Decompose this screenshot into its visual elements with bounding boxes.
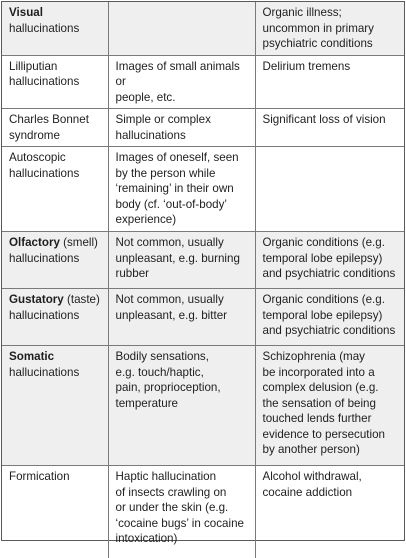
table-row-formication: Formication Haptic hallucination of inse… xyxy=(2,465,404,558)
term-bold: Olfactory xyxy=(9,236,60,249)
term-bold: Gustatory xyxy=(9,293,64,306)
description-cell: Haptic hallucination of insects crawling… xyxy=(108,465,256,558)
table-row-lilliputian: Lilliputian hallucinations Images of sma… xyxy=(2,55,404,109)
association-cell: Delirium tremens xyxy=(255,55,404,109)
association-cell: Significant loss of vision xyxy=(255,108,404,147)
term-text: hallucinations xyxy=(9,21,80,35)
table-row-autoscopic: Autoscopic hallucinations Images of ones… xyxy=(2,146,404,232)
term-cell: Olfactory (smell) hallucinations xyxy=(2,231,109,289)
description-cell: Bodily sensations, e.g. touch/haptic, pa… xyxy=(108,345,256,466)
association-cell xyxy=(255,146,404,232)
term-text: Charles Bonnet syndrome xyxy=(9,113,89,142)
term-text: (smell) hallucinations xyxy=(9,236,98,265)
description-cell: Simple or complex hallucinations xyxy=(108,108,256,147)
table-row-somatic: Somatic hallucinations Bodily sensations… xyxy=(2,345,404,466)
term-cell: Somatic hallucinations xyxy=(2,345,109,466)
term-text: Lilliputian hallucinations xyxy=(9,59,80,89)
table-row-visual: Visual hallucinations Organic illness; un… xyxy=(2,2,404,56)
association-cell: Organic illness; uncommon in primary psy… xyxy=(255,2,404,56)
term-text: Autoscopic hallucinations xyxy=(9,151,80,180)
table-row-gustatory: Gustatory (taste) hallucinations Not com… xyxy=(2,288,404,346)
term-text: (taste) hallucinations xyxy=(9,293,100,322)
description-cell: Images of small animals or people, etc. xyxy=(108,55,256,109)
term-cell: Gustatory (taste) hallucinations xyxy=(2,288,109,346)
term-text: Formication xyxy=(9,470,70,483)
term-cell: Formication xyxy=(2,465,109,558)
table-row-olfactory: Olfactory (smell) hallucinations Not com… xyxy=(2,231,404,289)
term-text: hallucinations xyxy=(9,365,80,379)
term-cell: Lilliputian hallucinations xyxy=(2,55,109,109)
term-bold: Somatic xyxy=(9,350,55,363)
association-cell: Organic conditions (e.g. temporal lobe e… xyxy=(255,231,404,289)
description-cell: Not common, usually unpleasant, e.g. bit… xyxy=(108,288,256,346)
term-cell: Charles Bonnet syndrome xyxy=(2,108,109,147)
term-bold: Visual xyxy=(9,6,43,19)
term-cell: Visual hallucinations xyxy=(2,2,109,56)
description-cell: Images of oneself, seen by the person wh… xyxy=(108,146,256,232)
table-row-charles-bonnet: Charles Bonnet syndrome Simple or comple… xyxy=(2,108,404,147)
description-cell xyxy=(108,2,256,56)
association-cell: Alcohol withdrawal, cocaine addiction xyxy=(262,470,362,499)
term-cell: Autoscopic hallucinations xyxy=(2,146,109,232)
association-cell: Schizophrenia (may be incorporated into … xyxy=(255,345,404,466)
association-cell: Organic conditions (e.g. temporal lobe e… xyxy=(255,288,404,346)
description-cell: Not common, usually unpleasant, e.g. bur… xyxy=(108,231,256,289)
